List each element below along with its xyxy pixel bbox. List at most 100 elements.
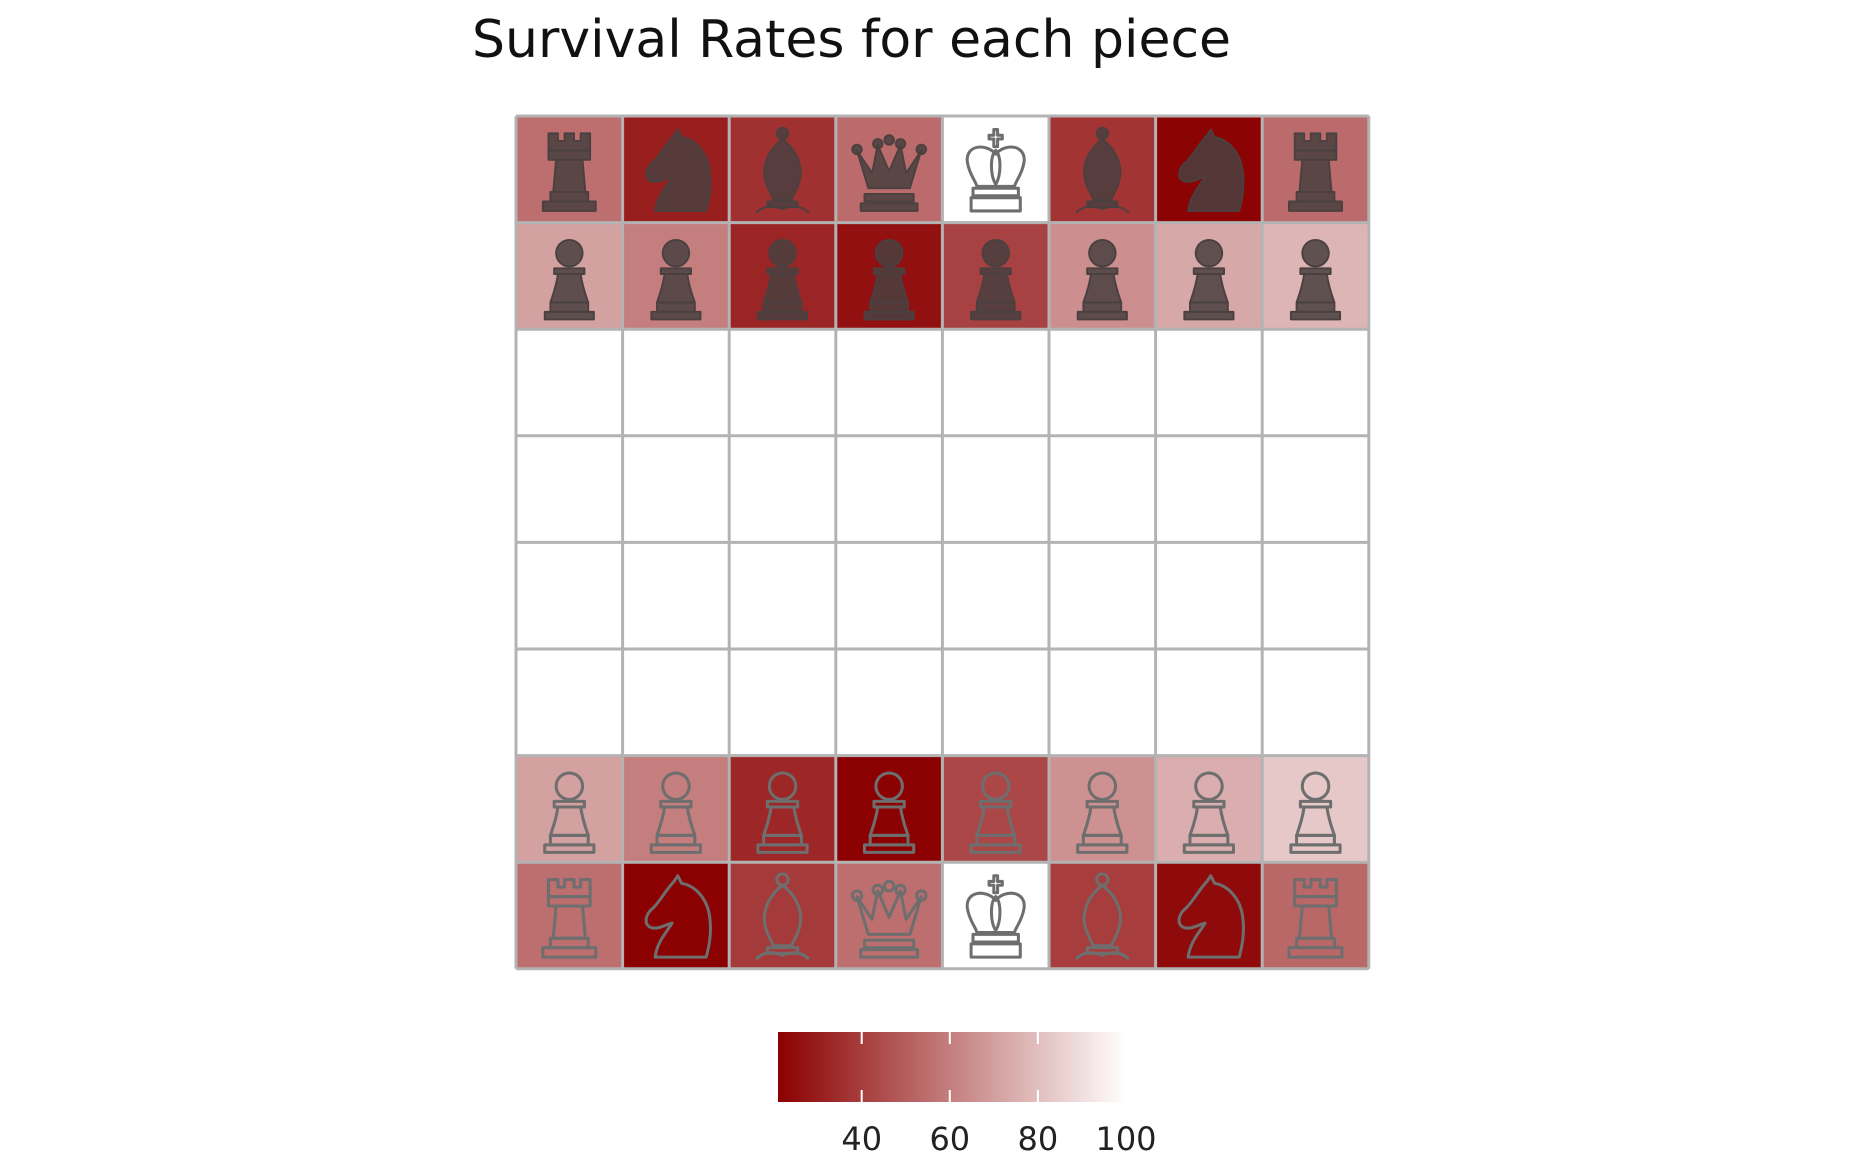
rook-icon — [541, 878, 598, 959]
pawn-shape — [659, 799, 693, 809]
king-shape — [965, 145, 1026, 188]
legend-colorbar — [778, 1032, 1126, 1102]
queen-icon — [851, 134, 927, 212]
queen-shape — [855, 143, 923, 190]
king-shape — [969, 196, 1022, 213]
pawn-shape — [1289, 310, 1342, 321]
bishop-shape — [762, 883, 803, 948]
pawn-icon — [863, 239, 915, 321]
pawn-shape — [1194, 239, 1224, 268]
pawn-icon — [970, 239, 1022, 321]
pawn-shape — [1298, 799, 1333, 809]
rook-shape — [547, 149, 592, 161]
pawn-shape — [655, 805, 697, 837]
rook-icon — [1287, 878, 1344, 959]
bishop-shape — [1095, 126, 1109, 140]
pawn-shape — [872, 799, 906, 809]
pawn-shape — [552, 799, 586, 809]
queen-shape — [883, 134, 895, 146]
rook-shape — [552, 158, 587, 193]
queen-shape — [859, 202, 919, 212]
board-grid — [514, 114, 1371, 971]
pawn-shape — [1188, 805, 1230, 837]
queen-shape — [850, 889, 864, 902]
queen-shape — [894, 138, 907, 150]
bishop-shape — [776, 126, 790, 140]
pawn-icon — [1289, 239, 1342, 321]
queen-shape — [855, 889, 923, 936]
pawn-icon — [969, 771, 1022, 854]
pawn-shape — [762, 273, 803, 304]
pawn-shape — [1295, 301, 1336, 313]
legend-tick-label: 60 — [929, 1120, 970, 1152]
knight-shape — [645, 128, 712, 212]
bishop-shape — [1075, 205, 1130, 214]
pawn-icon — [756, 239, 809, 321]
pawn-shape — [1082, 273, 1123, 304]
bishop-shape — [1086, 200, 1119, 209]
bishop-shape — [766, 200, 799, 209]
pawn-shape — [767, 771, 798, 801]
pawn-shape — [549, 301, 590, 313]
rook-shape — [547, 132, 592, 152]
pawn-shape — [869, 301, 909, 313]
pawn-shape — [554, 771, 585, 801]
heat-cell-r7-c5 — [1049, 862, 1156, 969]
rook-shape — [1298, 158, 1333, 193]
pawn-shape — [869, 273, 909, 304]
pawn-shape — [661, 771, 691, 801]
chart-title: Survival Rates for each piece — [472, 10, 1232, 70]
rook-shape — [1293, 132, 1338, 152]
king-shape — [971, 932, 1020, 944]
pawn-icon — [543, 239, 595, 321]
knight-icon — [644, 874, 712, 959]
pawn-shape — [656, 301, 696, 313]
pawn-shape — [1076, 310, 1128, 321]
pawn-shape — [979, 799, 1013, 809]
pawn-shape — [975, 273, 1016, 304]
pawn-icon — [649, 771, 703, 854]
pawn-shape — [555, 239, 584, 268]
bishop-shape — [755, 205, 810, 214]
king-icon — [965, 128, 1026, 213]
queen-shape — [894, 883, 907, 897]
pawn-shape — [975, 301, 1016, 313]
bishop-shape — [1082, 883, 1122, 948]
heat-cell-r7-c2 — [729, 862, 836, 969]
rook-shape — [1293, 878, 1338, 899]
bishop-shape — [775, 872, 790, 887]
pawn-shape — [1301, 239, 1330, 268]
heat-cell-r0-c4 — [942, 116, 1049, 223]
pawn-shape — [650, 310, 702, 321]
pawn-shape — [659, 267, 692, 275]
knight-icon — [645, 128, 712, 212]
rook-shape — [1295, 191, 1336, 203]
pawn-icon — [1183, 239, 1235, 321]
king-shape — [987, 874, 1004, 895]
heat-cell-r7-c4 — [942, 862, 1049, 969]
rook-shape — [541, 200, 597, 212]
pawn-icon — [756, 771, 809, 854]
pawn-shape — [553, 267, 586, 275]
king-shape — [965, 891, 1026, 935]
queen-shape — [862, 938, 916, 950]
pawn-shape — [975, 805, 1017, 837]
pawn-shape — [863, 310, 915, 321]
legend-tick-label: 80 — [1018, 1120, 1059, 1152]
pawn-icon — [1076, 771, 1129, 854]
pawn-shape — [980, 771, 1011, 801]
pawn-shape — [1189, 301, 1229, 313]
bishop-shape — [763, 138, 802, 201]
rook-icon — [1288, 132, 1343, 212]
rook-shape — [546, 878, 592, 899]
pawn-icon — [1182, 771, 1236, 854]
pawn-shape — [981, 239, 1010, 268]
bishop-icon — [1075, 126, 1130, 214]
king-shape — [989, 148, 1002, 186]
bishop-shape — [1095, 872, 1110, 887]
knight-icon — [1178, 128, 1245, 212]
pawn-shape — [766, 267, 799, 275]
pawn-shape — [1192, 267, 1225, 275]
knight-shape — [644, 874, 712, 959]
